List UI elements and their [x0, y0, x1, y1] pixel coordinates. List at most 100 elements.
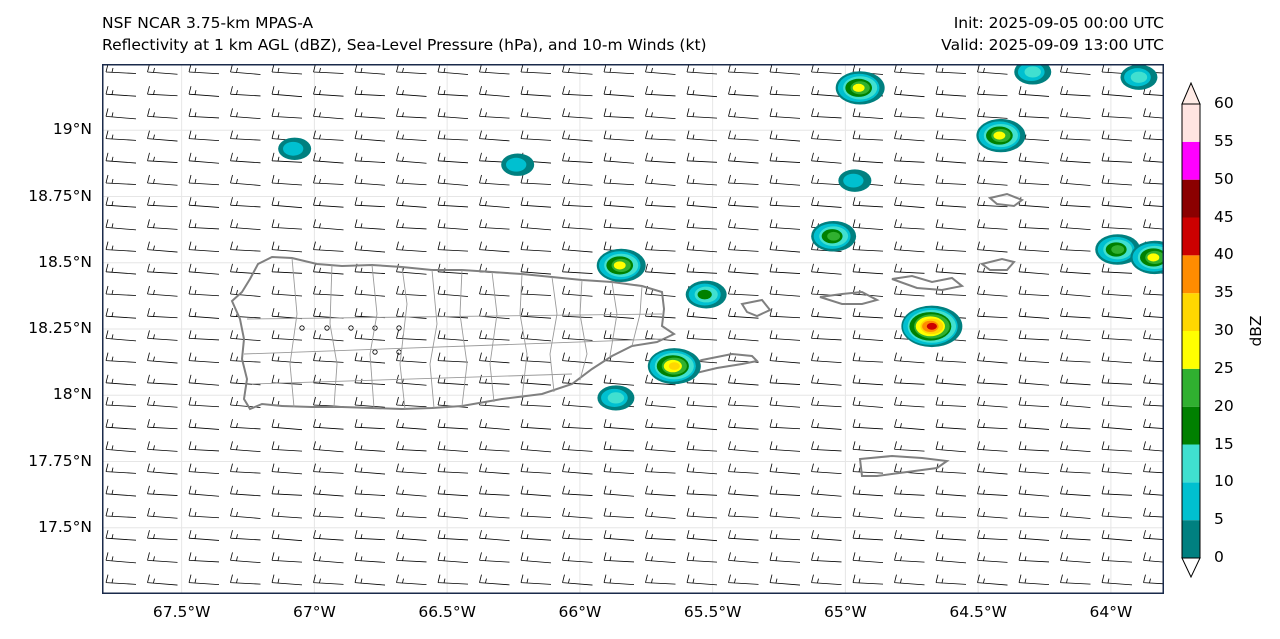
wind-barb	[686, 485, 718, 496]
colorbar-under-arrow	[1181, 557, 1201, 578]
wind-barb	[313, 330, 344, 342]
wind-barb	[188, 374, 220, 386]
colorbar-tick-label: 35	[1214, 283, 1234, 302]
wind-barb	[479, 419, 510, 431]
wind-barb	[935, 86, 967, 97]
wind-barb	[354, 441, 386, 452]
wind-barb	[562, 441, 593, 452]
wind-barb	[1060, 352, 1091, 363]
wind-barb	[645, 396, 676, 408]
wind-barb	[977, 530, 1008, 541]
wind-barb	[728, 263, 759, 275]
wind-barb	[1060, 441, 1091, 453]
culebra-coastline	[740, 298, 772, 318]
wind-barb	[396, 463, 427, 474]
wind-barb	[1018, 530, 1050, 541]
wind-barb	[354, 552, 386, 563]
wind-barb	[686, 419, 718, 431]
reflectivity-cell	[596, 248, 646, 283]
wind-barb	[313, 485, 344, 497]
wind-barb	[645, 552, 676, 564]
latitude-tick-label: 19°N	[52, 120, 92, 139]
wind-barb	[479, 463, 510, 475]
colorbar-tick-label: 30	[1214, 321, 1234, 339]
wind-barb	[894, 108, 925, 119]
wind-barb	[894, 463, 925, 475]
reflectivity-contour	[1130, 71, 1148, 83]
wind-barb	[894, 574, 925, 586]
wind-barb	[1101, 530, 1133, 542]
latitude-tick-label: 18.75°N	[28, 186, 92, 205]
wind-barb	[396, 485, 427, 497]
wind-barb	[894, 263, 925, 274]
wind-barb	[188, 352, 220, 363]
wind-barb	[935, 507, 967, 518]
wind-barb	[977, 308, 1008, 319]
colorbar-segment	[1182, 520, 1200, 558]
reflectivity-cell	[811, 220, 857, 252]
wind-barb	[271, 174, 303, 186]
wind-barb	[686, 174, 718, 186]
wind-barb	[147, 174, 178, 186]
wind-barb	[811, 463, 842, 474]
wind-barb	[728, 530, 759, 541]
wind-barb	[147, 463, 178, 475]
wind-barb	[1060, 574, 1091, 585]
wind-barb	[230, 197, 261, 208]
colorbar-segment	[1182, 482, 1200, 521]
wind-barb	[437, 463, 469, 474]
wind-barb	[520, 507, 552, 518]
wind-barb	[271, 485, 303, 496]
wind-barb	[603, 574, 635, 585]
longitude-tick-label: 64.5°W	[949, 603, 1007, 621]
wind-barb	[1143, 219, 1164, 230]
wind-barb	[1018, 152, 1050, 164]
wind-barb	[437, 507, 469, 519]
wind-barb	[313, 419, 344, 430]
wind-barb	[479, 441, 510, 452]
wind-barb	[935, 174, 967, 185]
wind-barb	[396, 530, 427, 541]
colorbar-segment	[1182, 217, 1200, 256]
wind-barb	[188, 197, 220, 208]
valid-time: Valid: 2025-09-09 13:00 UTC	[941, 36, 1164, 54]
wind-barb	[894, 285, 925, 297]
wind-barb	[230, 241, 261, 252]
wind-barb	[852, 530, 884, 541]
wind-barb	[354, 507, 386, 519]
wind-barb	[437, 130, 469, 141]
wind-barb	[769, 219, 801, 230]
wind-barb	[105, 507, 137, 518]
wind-barb	[479, 374, 510, 385]
st-thomas-coastline	[819, 290, 880, 305]
wind-barb	[769, 396, 801, 408]
wind-barb	[811, 330, 842, 341]
wind-barb	[852, 574, 884, 585]
wind-barb	[147, 530, 178, 541]
wind-barb	[437, 152, 469, 164]
wind-barb	[1101, 463, 1133, 475]
reflectivity-cell	[835, 71, 885, 105]
latitude-tick-label: 18.5°N	[38, 252, 92, 271]
wind-barb	[479, 86, 510, 98]
wind-barb	[852, 374, 884, 386]
wind-barb	[769, 152, 801, 163]
wind-barb	[1060, 530, 1091, 541]
wind-barb	[1060, 485, 1091, 497]
wind-barbs	[105, 64, 1164, 586]
wind-barb	[769, 130, 801, 142]
wind-barb	[686, 330, 718, 341]
wind-barb	[1018, 552, 1050, 563]
wind-barb	[977, 352, 1008, 364]
wind-barb	[105, 485, 137, 497]
wind-barb	[313, 152, 344, 164]
wind-barb	[105, 552, 137, 564]
wind-barb	[188, 419, 220, 430]
wind-barb	[1018, 574, 1050, 585]
wind-barb	[977, 485, 1008, 496]
wind-barb	[188, 507, 220, 519]
wind-barb	[396, 197, 427, 208]
wind-barb	[728, 574, 759, 585]
wind-barb	[1060, 263, 1091, 275]
wind-barb	[1018, 86, 1050, 97]
